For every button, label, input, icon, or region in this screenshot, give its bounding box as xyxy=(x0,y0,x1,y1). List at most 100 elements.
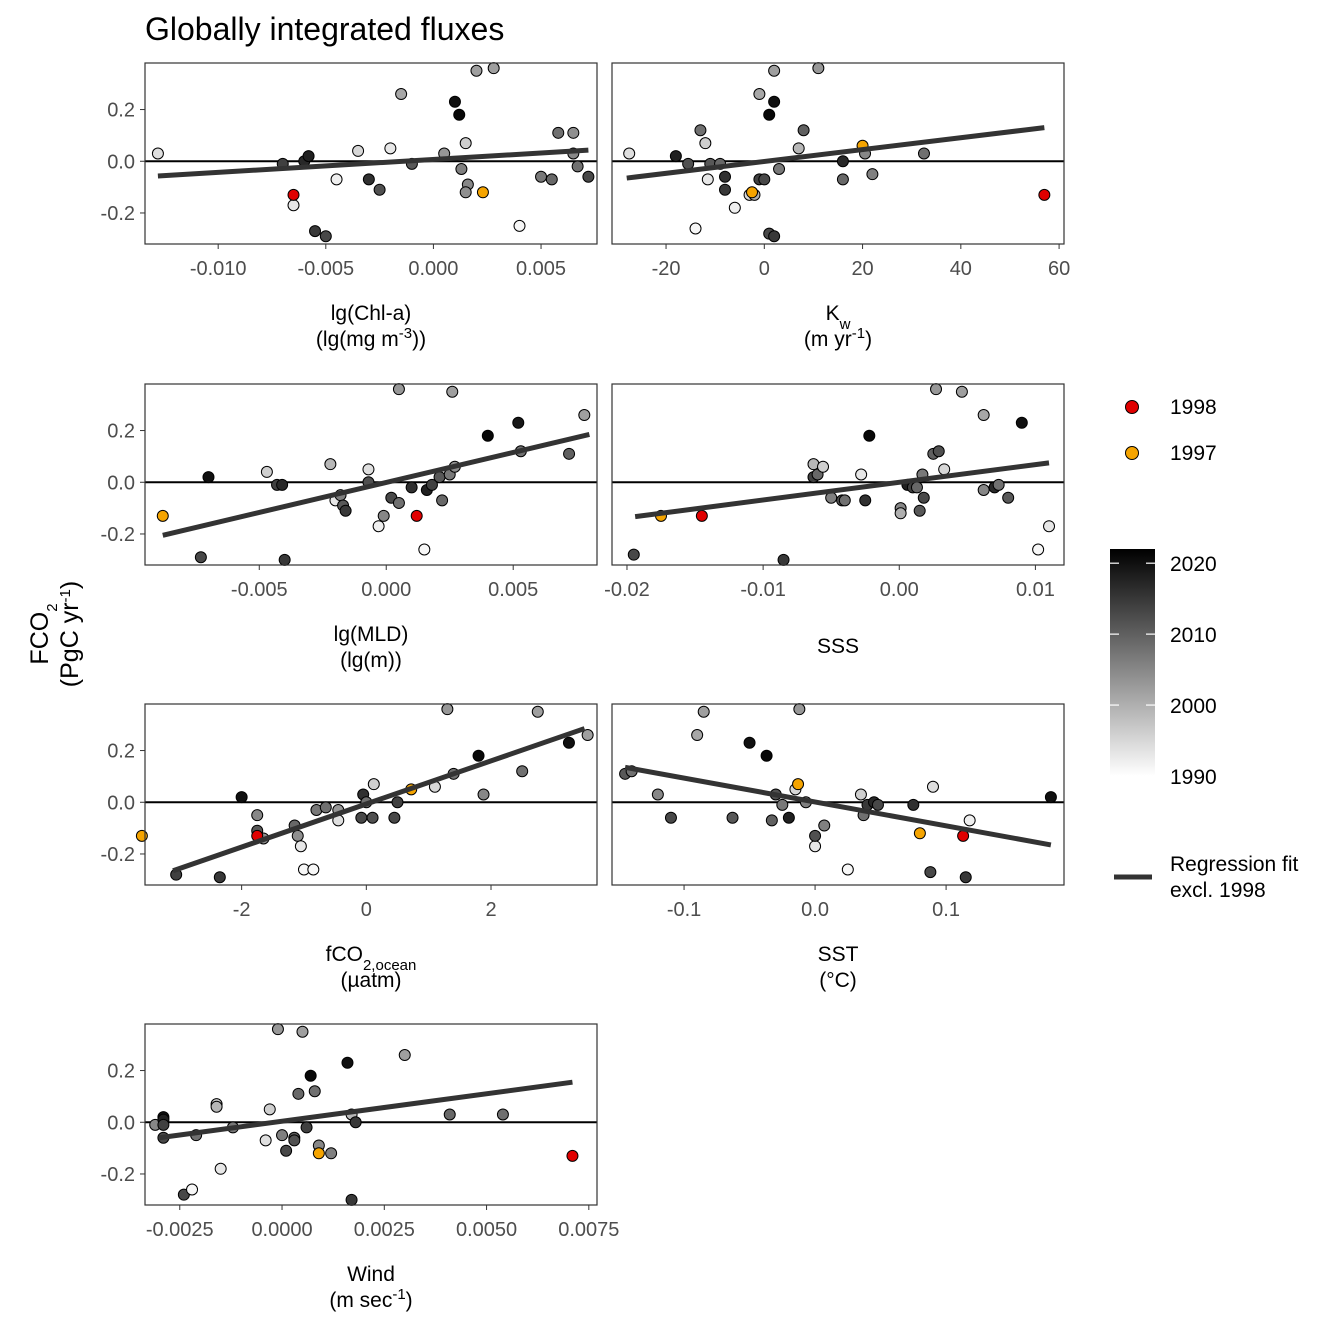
data-point xyxy=(917,491,930,504)
x-tick-label: 0.0050 xyxy=(456,1219,517,1241)
data-point xyxy=(562,736,575,749)
data-point xyxy=(894,507,907,520)
colorbar-tick-label: 1990 xyxy=(1170,766,1217,789)
x-tick-label: 0.00 xyxy=(880,579,919,601)
data-point xyxy=(388,811,401,824)
data-point xyxy=(459,186,472,199)
data-point xyxy=(777,553,790,566)
data-point xyxy=(836,155,849,168)
data-point xyxy=(151,147,164,160)
data-point xyxy=(366,811,379,824)
data-point xyxy=(651,788,664,801)
data-point xyxy=(563,447,576,460)
y-tick-label: 0.0 xyxy=(107,472,135,494)
data-point xyxy=(280,1144,293,1157)
x-tick-label: -0.1 xyxy=(667,899,701,921)
x-tick-label: 40 xyxy=(950,258,972,280)
data-point xyxy=(809,840,822,853)
y-tick-label: -0.2 xyxy=(101,844,135,866)
x-tick-label: 0.0075 xyxy=(558,1219,619,1241)
data-point xyxy=(697,705,710,718)
data-point xyxy=(1044,791,1057,804)
data-point xyxy=(271,1023,284,1036)
data-point xyxy=(926,780,939,793)
data-point xyxy=(531,705,544,718)
regression-line xyxy=(162,431,590,538)
data-point xyxy=(276,478,289,491)
data-point xyxy=(405,481,418,494)
data-point xyxy=(955,385,968,398)
data-point xyxy=(446,385,459,398)
data-point xyxy=(694,124,707,137)
panel-frame xyxy=(144,1023,598,1206)
data-point xyxy=(907,798,920,811)
panel-frame xyxy=(611,62,1065,245)
y-tick-label: -0.2 xyxy=(101,203,135,225)
x-tick-label: 0.005 xyxy=(488,579,538,601)
data-point xyxy=(866,168,879,181)
data-point xyxy=(496,1108,509,1121)
data-point xyxy=(330,173,343,186)
data-point xyxy=(395,88,408,101)
data-point xyxy=(392,496,405,509)
x-tick-label: 2 xyxy=(485,899,496,921)
data-point xyxy=(355,811,368,824)
data-point xyxy=(251,809,264,822)
data-point xyxy=(362,463,375,476)
data-point xyxy=(235,791,248,804)
panel-frame xyxy=(611,703,1065,886)
data-point xyxy=(719,183,731,196)
colorbar-tick-label: 2010 xyxy=(1170,624,1217,647)
regression-line xyxy=(172,726,586,874)
data-point xyxy=(930,383,943,396)
y-tick-label: 0.0 xyxy=(107,1112,135,1134)
data-point xyxy=(513,219,526,232)
data-point xyxy=(938,463,951,476)
y-axis-label: FCO2 (PgC yr-1) xyxy=(26,581,84,687)
data-point xyxy=(545,173,558,186)
data-point xyxy=(377,509,390,522)
y-axis-title: FCO2 xyxy=(26,603,61,664)
data-point xyxy=(453,108,466,121)
x-axis-unit: (°C) xyxy=(819,969,857,992)
data-point xyxy=(202,471,215,484)
data-point xyxy=(859,494,872,507)
data-point xyxy=(809,829,822,842)
x-tick-label: 0 xyxy=(361,899,372,921)
data-point xyxy=(324,458,337,471)
data-point xyxy=(345,1193,358,1206)
data-point xyxy=(793,703,806,716)
data-point xyxy=(288,1134,301,1147)
data-point xyxy=(768,95,781,108)
data-point xyxy=(292,1087,305,1100)
data-point-1998 xyxy=(287,188,300,201)
x-tick-label: 0.01 xyxy=(1016,579,1055,601)
data-point xyxy=(760,749,773,762)
panel-4: -0.02 -0.01 0.00 0.01 SSS xyxy=(604,383,1065,658)
panel-frame xyxy=(144,62,598,245)
data-point-1998 xyxy=(566,1149,579,1162)
data-point xyxy=(307,863,320,876)
legend-label-1998: 1998 xyxy=(1170,396,1217,419)
data-point xyxy=(924,866,937,879)
data-point xyxy=(341,1056,354,1069)
data-point xyxy=(294,840,307,853)
data-point xyxy=(263,1103,276,1116)
data-point xyxy=(157,1118,170,1131)
data-point xyxy=(276,1129,289,1142)
data-point xyxy=(768,230,781,243)
data-point-1997 xyxy=(476,186,489,199)
data-point xyxy=(291,829,304,842)
data-point xyxy=(194,551,207,564)
data-point xyxy=(743,736,756,749)
data-point xyxy=(278,553,291,566)
data-point xyxy=(977,484,990,497)
data-point-1997 xyxy=(135,829,148,842)
x-tick-label: -0.0025 xyxy=(146,1219,214,1241)
data-point xyxy=(664,811,677,824)
x-tick-label: 0.005 xyxy=(516,258,566,280)
x-tick-label: 0.000 xyxy=(361,579,411,601)
data-point xyxy=(487,62,500,75)
regression-line xyxy=(624,764,1052,848)
